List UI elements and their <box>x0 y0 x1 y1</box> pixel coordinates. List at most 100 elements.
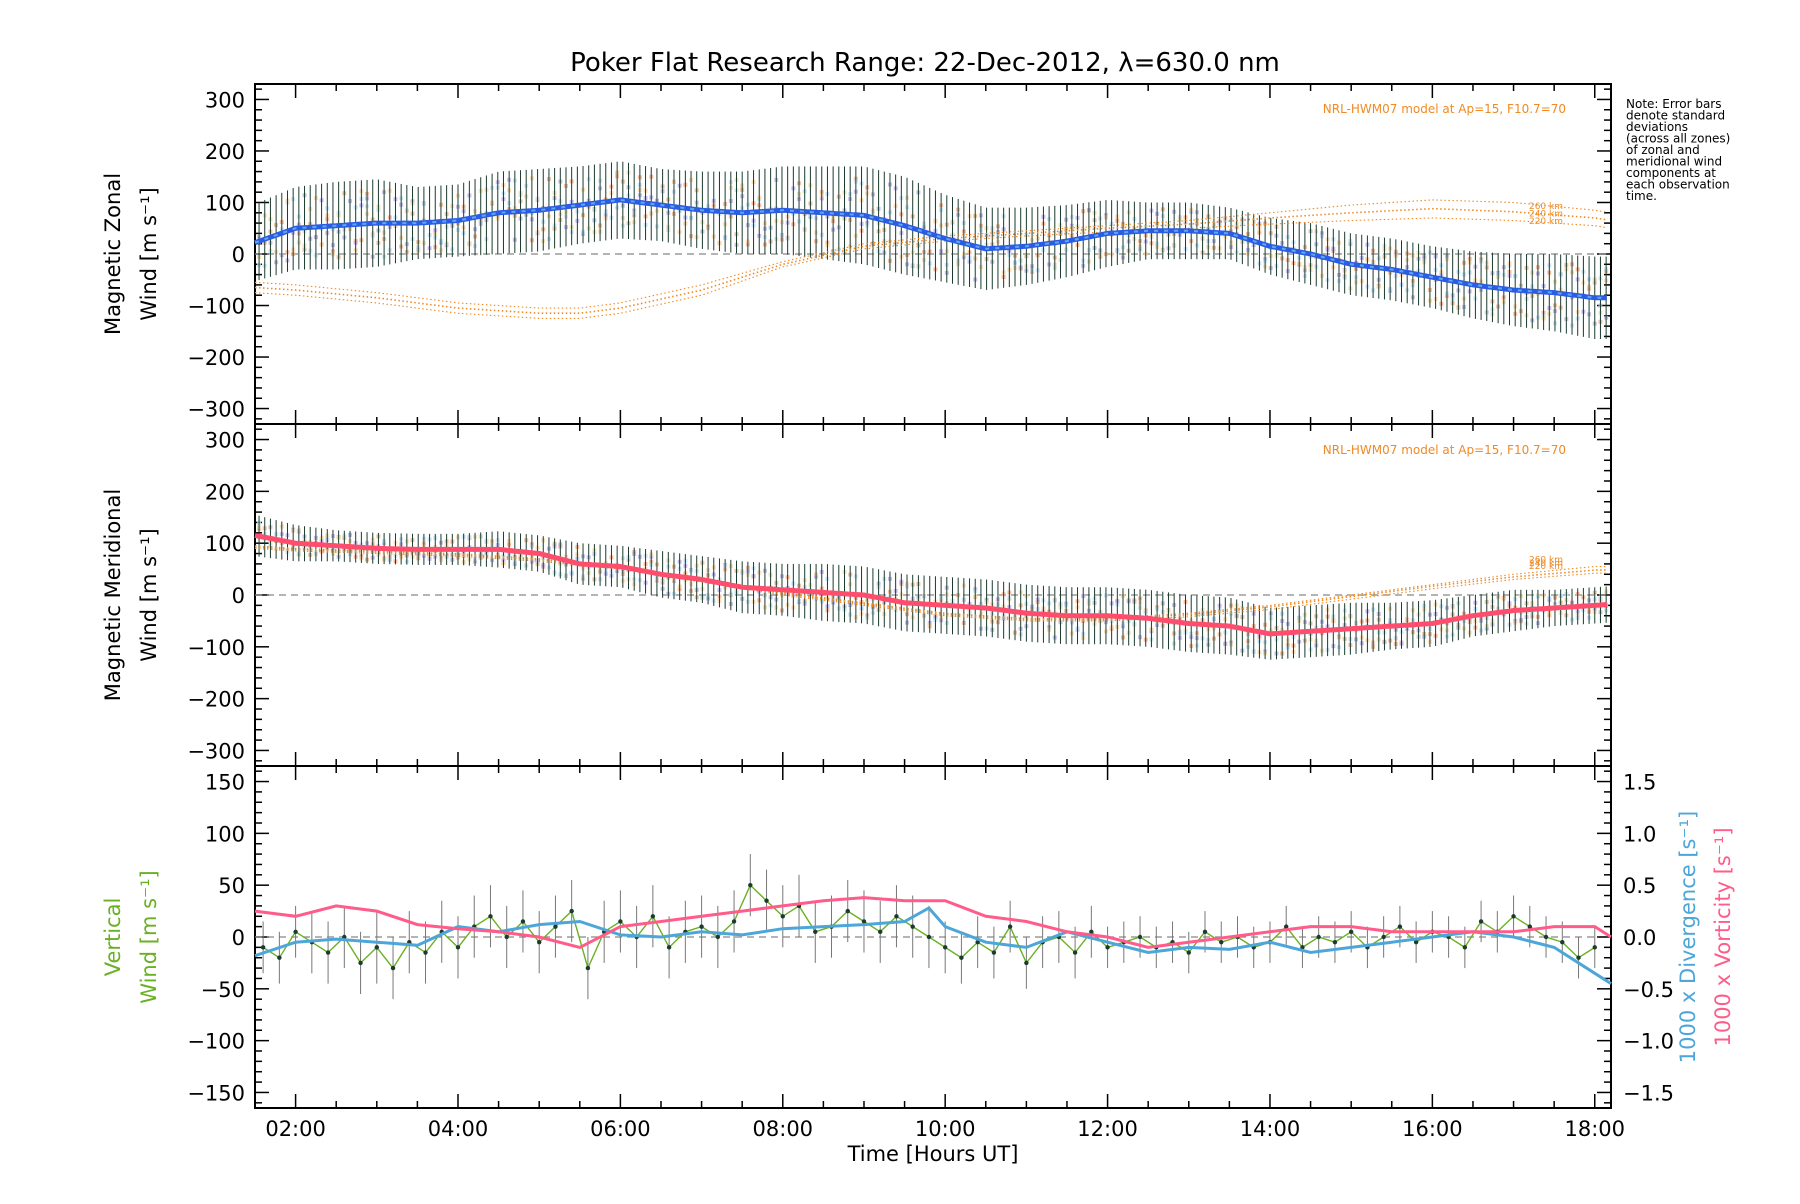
zonal-model-curve <box>254 207 1608 314</box>
vertical-wind-point <box>942 945 948 950</box>
vertical-y-tick-label: 150 <box>205 771 245 795</box>
vertical-y-tick-label: −150 <box>187 1081 245 1105</box>
meridional-mean-line <box>254 532 1608 637</box>
vertical-ylabel: Vertical Wind [m s⁻¹] <box>101 870 161 1003</box>
meridional-model-label: NRL-HWM07 model at Ap=15, F10.7=70 <box>1323 443 1566 457</box>
note-line: meridional wind <box>1626 155 1722 169</box>
vertical-wind-point <box>536 939 542 945</box>
vertical-wind-point <box>1300 945 1305 950</box>
x-tick-label: 08:00 <box>753 1117 814 1141</box>
zonal-zone-points <box>257 170 1609 328</box>
meridional-model-curve <box>254 545 1607 619</box>
vorticity-ylabel-text: 1000 x Vorticity [s⁻¹] <box>1711 827 1735 1046</box>
x-tick-label: 02:00 <box>265 1117 326 1141</box>
vertical-wind-point <box>991 950 997 955</box>
zonal-model-curve <box>254 199 1607 309</box>
vertical-wind-point <box>910 924 915 929</box>
vertical-wind-point <box>1397 924 1403 929</box>
vertical-y-tick-label: 100 <box>205 822 245 846</box>
y2-tick-label: 0.0 <box>1623 926 1656 950</box>
vertical-wind-point <box>553 924 558 929</box>
vertical-wind-point <box>374 945 379 950</box>
vertical-wind-point <box>1511 914 1516 919</box>
meridional-model-alt-label: 260 km <box>1529 556 1563 566</box>
meridional-y-tick-label: 100 <box>205 532 245 556</box>
x-tick-label: 04:00 <box>428 1117 489 1141</box>
vertical-wind-point <box>358 960 363 966</box>
meridional-y-tick-label: −100 <box>187 636 245 660</box>
zonal-ylabel-line2: Wind [m s⁻¹] <box>137 187 161 320</box>
vertical-wind-point <box>1543 934 1549 940</box>
vertical-wind-point <box>390 965 396 971</box>
vertical-ylabel-line1: Vertical <box>101 898 125 977</box>
note-line: time. <box>1626 189 1657 203</box>
vertical-wind-point <box>926 934 932 940</box>
vertical-wind-point <box>1348 929 1354 935</box>
vertical-y-tick-label: −50 <box>201 978 245 1002</box>
panel-2-xticks <box>294 766 1596 1108</box>
vertical-wind-point <box>1186 950 1191 955</box>
meridional-y-tick-label: −200 <box>187 688 245 712</box>
y2-tick-label: 0.5 <box>1623 874 1656 898</box>
vorticity-line <box>254 896 1612 949</box>
divergence-ylabel: 1000 x Divergence [s⁻¹] <box>1676 811 1700 1063</box>
vertical-wind-point <box>342 934 347 940</box>
meridional-model-alt-label: 240 km <box>1529 559 1563 569</box>
y2-tick-label: 1.0 <box>1623 822 1656 846</box>
note-line: of zonal and <box>1626 143 1700 157</box>
vertical-wind-point <box>260 945 266 950</box>
meridional-y-tick-label: −300 <box>187 739 245 763</box>
meridional-ylabel-line1: Magnetic Meridional <box>101 489 125 701</box>
note-line: Note: Error bars <box>1626 97 1721 111</box>
meridional-y-tick-label: 300 <box>205 429 245 453</box>
vertical-wind-point <box>1089 929 1094 935</box>
vertical-wind-point <box>1381 934 1386 940</box>
x-axis-label: Time [Hours UT] <box>847 1142 1019 1166</box>
meridional-y-tick-label: 200 <box>205 480 245 504</box>
vertical-wind-point <box>715 934 721 940</box>
vertical-wind-point <box>1202 929 1208 935</box>
vertical-plot: 150 100 50 0 −50 −100 −150 1.5 1.0 0.5 0.0 −0.5 −1.0… <box>187 770 1674 1105</box>
note-line: deviations <box>1626 120 1688 134</box>
vertical-wind-point <box>504 934 509 940</box>
vertical-wind-point <box>764 898 769 903</box>
vertical-wind-point <box>1576 955 1581 960</box>
meridional-model-curve <box>254 546 1607 621</box>
vertical-wind-point <box>455 945 461 950</box>
vertical-wind-point <box>488 914 493 919</box>
zonal-y-tick-label: 200 <box>205 140 245 164</box>
vertical-wind-point <box>1592 945 1597 950</box>
vertical-wind-point <box>894 914 899 919</box>
meridional-ylabel-line2: Wind [m s⁻¹] <box>137 528 161 661</box>
panel-0-xticks <box>294 84 1596 424</box>
vertical-wind-point <box>1462 945 1468 950</box>
vertical-wind-point <box>1072 950 1078 955</box>
zonal-model-label: NRL-HWM07 model at Ap=15, F10.7=70 <box>1323 102 1566 116</box>
vertical-wind-point <box>878 929 883 935</box>
zonal-y-tick-label: 100 <box>205 191 245 215</box>
vertical-ylabel-line2: Wind [m s⁻¹] <box>137 870 161 1003</box>
vertical-wind-point <box>423 950 428 955</box>
vertical-wind-point <box>1478 919 1484 924</box>
vertical-wind-point <box>1527 924 1533 929</box>
vertical-wind-point <box>277 955 282 960</box>
x-tick-label: 12:00 <box>1077 1117 1138 1141</box>
vertical-wind-point <box>1105 945 1110 950</box>
x-tick-label: 06:00 <box>590 1117 651 1141</box>
x-tick-label: 14:00 <box>1240 1117 1301 1141</box>
x-tick-label: 16:00 <box>1402 1117 1463 1141</box>
vertical-wind-point <box>1316 934 1321 940</box>
meridional-y-tick-label: 0 <box>232 584 245 608</box>
vertical-wind-point <box>1284 924 1289 929</box>
zonal-model-alt-label: 240 km <box>1529 210 1563 220</box>
panels-layer: 02:00 04:00 06:00 08:00 10:00 12:00 14:00 16:00… <box>187 84 1674 1141</box>
vertical-wind-point <box>1413 939 1419 945</box>
meridional-ylabel: Magnetic Meridional Wind [m s⁻¹] <box>101 489 161 701</box>
divergence-ylabel-text: 1000 x Divergence [s⁻¹] <box>1676 811 1700 1063</box>
y2-tick-label: 1.5 <box>1623 771 1656 795</box>
vertical-y-tick-label: 0 <box>232 926 245 950</box>
